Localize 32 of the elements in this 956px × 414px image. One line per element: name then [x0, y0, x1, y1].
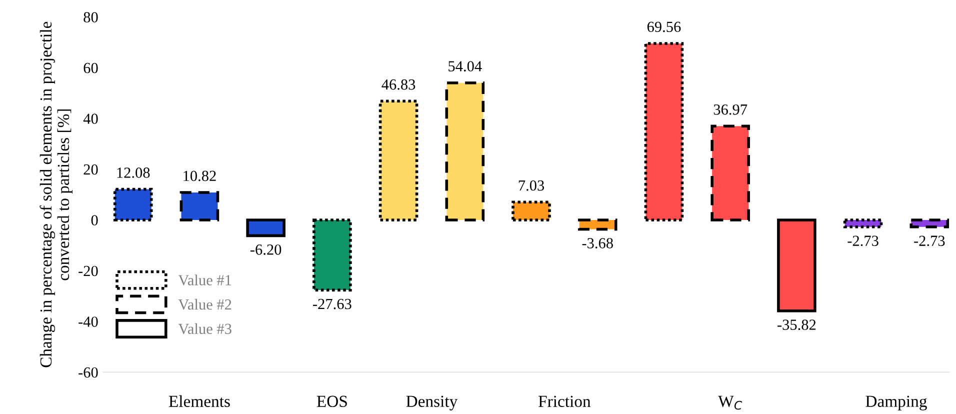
y-tick-label: 40: [83, 114, 98, 124]
y-tick-label: -20: [78, 266, 98, 276]
data-label: -35.82: [778, 320, 816, 330]
data-label: 46.83: [382, 79, 416, 90]
text: Friction: [538, 396, 591, 408]
data-label: -2.73: [848, 236, 878, 246]
text: W$_{C}$: [718, 396, 742, 410]
y-tick-label: -40: [78, 316, 98, 327]
text: Elements: [168, 395, 230, 408]
legend-label: Value #1: [178, 274, 232, 286]
text: Damping: [866, 396, 927, 410]
data-label: 12.08: [117, 168, 150, 178]
data-label: 10.82: [184, 170, 216, 182]
text: Density: [406, 396, 458, 410]
legend-label: Value #2: [178, 298, 232, 310]
data-label: -27.63: [313, 298, 352, 310]
y-tick-label: 60: [84, 62, 98, 74]
bar: [312, 218, 352, 292]
data-label: 36.97: [714, 104, 748, 115]
data-label: 7.03: [518, 180, 544, 191]
y-axis-title: Change in percentage of solid elements in projectile converted to particles [%]: [40, 22, 72, 368]
y-tick-label: 0: [91, 215, 98, 226]
data-label: 69.56: [647, 22, 681, 32]
data-label: 54.04: [448, 61, 482, 72]
y-tick-label: 80: [84, 12, 98, 22]
data-label: -6.20: [250, 244, 282, 255]
y-tick-label: 20: [84, 164, 98, 175]
y-tick-label: -60: [78, 367, 98, 378]
data-label: -2.73: [914, 236, 945, 246]
data-label: -3.68: [582, 238, 613, 248]
text: EOS: [316, 396, 347, 408]
legend-label: Value #3: [178, 323, 232, 334]
